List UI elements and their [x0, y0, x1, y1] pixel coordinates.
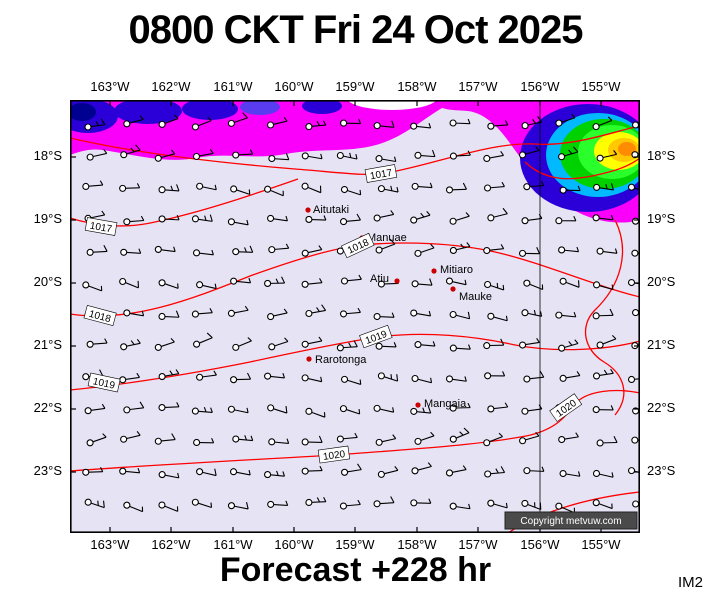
precip-shading	[70, 100, 640, 223]
lat-label-left: 22°S	[33, 400, 62, 415]
lon-label-bottom: 158°W	[397, 537, 437, 552]
place-dot	[415, 402, 421, 408]
lon-label-top: 160°W	[274, 79, 314, 94]
wind-barbs	[82, 112, 640, 514]
lon-label-bottom: 163°W	[90, 537, 130, 552]
lon-label-bottom: 159°W	[335, 537, 375, 552]
map-frame	[70, 100, 640, 533]
lon-label-top: 163°W	[90, 79, 130, 94]
place-label: Aitutaki	[313, 204, 349, 216]
model-tag: IM2	[677, 574, 703, 591]
lon-label-top: 158°W	[397, 79, 437, 94]
lon-label-bottom: 160°W	[274, 537, 314, 552]
lat-label-left: 21°S	[33, 337, 62, 352]
lon-label-top: 157°W	[458, 79, 498, 94]
lat-label-right: 21°S	[647, 337, 676, 352]
isobar-value: 1020	[322, 449, 346, 463]
lon-label-bottom: 161°W	[213, 537, 253, 552]
place-label: Mitiaro	[440, 264, 473, 276]
lat-label-left: 18°S	[33, 148, 62, 163]
place-dot	[305, 207, 311, 213]
lon-label-top: 155°W	[581, 79, 621, 94]
place-label: Mauke	[459, 291, 492, 303]
isobar-value: 1019	[92, 376, 116, 391]
place-label: Atiu	[370, 273, 389, 285]
lon-label-bottom: 155°W	[581, 537, 621, 552]
forecast-hour-label: Forecast +228 hr	[219, 551, 492, 589]
place-dot	[306, 356, 312, 362]
copyright-text: Copyright metvuw.com	[520, 516, 621, 527]
lon-label-top: 159°W	[335, 79, 375, 94]
place-dot	[450, 286, 456, 292]
lat-label-right: 19°S	[647, 211, 676, 226]
isobar-value: 1017	[89, 221, 113, 236]
lat-label-left: 23°S	[33, 463, 62, 478]
chart-title: 0800 CKT Fri 24 Oct 2025	[128, 8, 583, 52]
place-dot	[431, 268, 437, 274]
lat-label-right: 18°S	[647, 148, 676, 163]
copyright-box: Copyright metvuw.com	[504, 511, 638, 530]
lon-label-top: 156°W	[520, 79, 560, 94]
weather-map: Aitutaki Manuae Mitiaro Atiu Mauke Rarotonga M…	[70, 100, 640, 533]
place-dot	[394, 278, 400, 284]
place-label: Rarotonga	[315, 354, 367, 366]
place-label: Mangaia	[424, 398, 467, 410]
lon-label-top: 161°W	[213, 79, 253, 94]
lat-label-right: 22°S	[647, 400, 676, 415]
lat-label-right: 23°S	[647, 463, 676, 478]
lon-label-top: 162°W	[151, 79, 191, 94]
lon-label-bottom: 157°W	[458, 537, 498, 552]
lat-label-right: 20°S	[647, 274, 676, 289]
lat-label-left: 20°S	[33, 274, 62, 289]
lon-label-bottom: 156°W	[520, 537, 560, 552]
lon-label-bottom: 162°W	[151, 537, 191, 552]
place-label: Manuae	[367, 232, 407, 244]
lat-label-left: 19°S	[33, 211, 62, 226]
isobar-value: 1017	[369, 168, 393, 183]
